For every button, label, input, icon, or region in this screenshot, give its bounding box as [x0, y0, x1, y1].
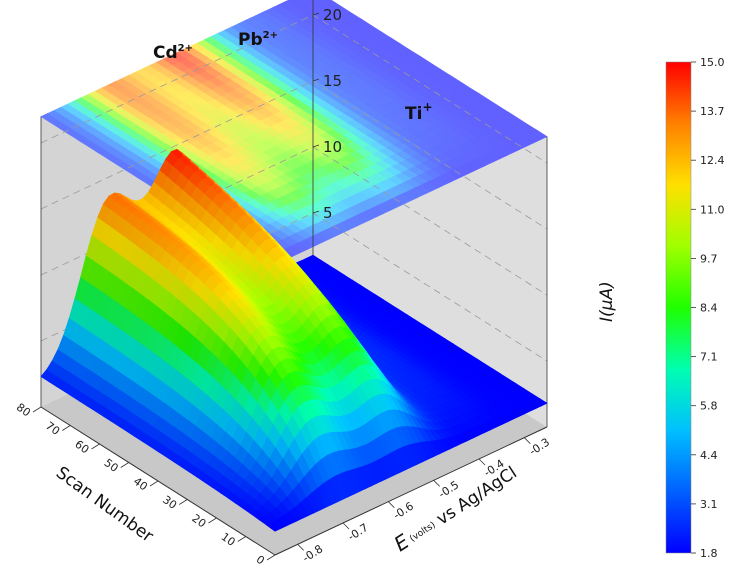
y-tick-mark: [237, 536, 246, 542]
z-tick-label: 20: [323, 6, 342, 24]
x-axis-line: [274, 426, 548, 556]
z-tick-label: 15: [323, 72, 342, 90]
y-tick-mark: [149, 480, 159, 487]
z-tick-mark: [312, 12, 320, 16]
z-tick-label: 10: [323, 138, 342, 156]
colorbar-tick-label: 15.0: [700, 56, 725, 69]
x-tick-mark: [524, 437, 531, 444]
colorbar-tick-label: 1.8: [700, 547, 718, 560]
y-tick-mark: [208, 517, 217, 524]
x-tick-mark: [342, 522, 350, 530]
colorbar-tick-label: 8.4: [700, 302, 718, 315]
z-tick-mark: [312, 78, 320, 82]
colorbar-tick-label: 9.7: [700, 252, 718, 265]
y-tick-mark: [179, 499, 188, 505]
y-tick-label: 30: [160, 493, 179, 512]
colorbar-tick-label: 13.7: [700, 105, 725, 118]
surface-plot: [40, 148, 548, 532]
y-tick-mark: [62, 425, 71, 431]
surface-cell: [532, 397, 548, 407]
x-tick-mark: [388, 501, 395, 508]
x-tick-mark: [297, 544, 304, 551]
y-tick-label: 40: [131, 475, 150, 494]
map-cell: [529, 130, 548, 141]
y-tick-label: 70: [43, 419, 62, 438]
z-tick-mark: [312, 210, 320, 214]
peak-label-pb: Pb2+: [238, 30, 278, 50]
colorbar-tick-label: 3.1: [700, 498, 718, 511]
y-tick-label: 50: [102, 456, 121, 475]
z-tick-label: 5: [323, 204, 333, 222]
y-tick-mark: [32, 406, 42, 413]
y-tick-label: 60: [72, 438, 91, 457]
y-tick-label: 10: [219, 530, 238, 549]
y-tick-mark: [91, 443, 100, 450]
colorbar-tick-label: 7.1: [700, 351, 718, 364]
projection-map: [40, 0, 548, 265]
x-tick-mark: [433, 480, 440, 487]
z-axis-label: I(µA): [597, 281, 617, 322]
peak-label-ti: Ti+: [405, 100, 433, 124]
y-tick-mark: [266, 554, 276, 561]
colorbar: 15.0 13.7 12.4 11.0 9.7 8.4 7.1 5.8 4.4 3.1 1.8: [665, 56, 725, 560]
colorbar-tick-label: 11.0: [700, 203, 725, 216]
y-tick-label: 20: [189, 512, 208, 531]
colorbar-tick-label: 12.4: [700, 154, 725, 167]
y-tick-label: 80: [14, 401, 33, 420]
colorbar-tick-label: 4.4: [700, 449, 718, 462]
x-tick-label: -0.8: [300, 542, 325, 565]
x-tick-label: -0.3: [527, 436, 552, 459]
x-tick-mark: [478, 458, 486, 466]
x-tick-label: -0.7: [346, 521, 371, 544]
peak-label-cd: Cd2+: [153, 43, 193, 63]
x-tick-label: -0.6: [391, 500, 416, 523]
y-tick-mark: [120, 462, 129, 468]
y-axis-line: [40, 406, 276, 556]
z-tick-mark: [312, 144, 320, 148]
colorbar-tick-label: 5.8: [700, 400, 718, 413]
y-tick-label: 0: [254, 553, 267, 568]
colorbar-gradient: [665, 61, 692, 554]
